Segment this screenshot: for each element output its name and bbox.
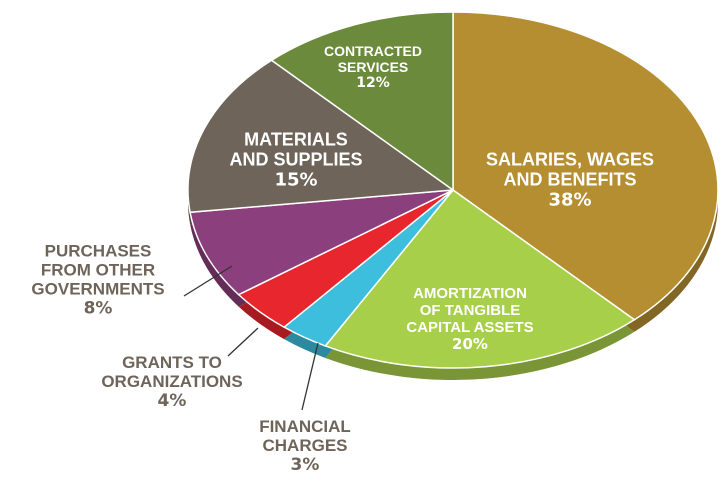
value-label: 12%: [356, 75, 390, 92]
category-label: GRANTS TO ORGANIZATIONS: [101, 352, 243, 391]
value-label: 38%: [548, 189, 592, 211]
slice: [270, 11, 454, 192]
category-label: CONTRACTED SERVICES: [324, 42, 422, 75]
slice-label: SALARIES, WAGES AND BENEFITS 38%: [486, 149, 654, 210]
value-label: 20%: [452, 335, 488, 354]
value-label: 8%: [83, 298, 113, 319]
value-label: 15%: [274, 169, 318, 191]
category-label: MATERIALS AND SUPPLIES: [229, 129, 363, 170]
category-label: PURCHASES FROM OTHER GOVERNMENTS: [31, 241, 165, 299]
value-label: 4%: [157, 391, 187, 412]
leader-line: [183, 265, 233, 297]
slice-label: PURCHASES FROM OTHER GOVERNMENTS 8%: [31, 241, 164, 318]
slice-label: FINANCIAL CHARGES 3%: [259, 417, 351, 475]
category-label: SALARIES, WAGES AND BENEFITS: [485, 149, 655, 190]
slice-label: GRANTS TO ORGANIZATIONS 4%: [101, 353, 242, 411]
slice-label: MATERIALS AND SUPPLIES 15%: [229, 129, 362, 190]
leader-line: [227, 327, 259, 357]
slice-label: AMORTIZATION OF TANGIBLE CAPITAL ASSETS 20%: [406, 284, 534, 354]
leader-line: [301, 342, 319, 411]
slice: [324, 188, 636, 369]
slice: [189, 189, 454, 296]
slice: [187, 59, 456, 214]
slice: [452, 11, 719, 321]
category-label: FINANCIAL CHARGES: [259, 416, 351, 455]
slice-label: CONTRACTED SERVICES 12%: [324, 42, 422, 92]
value-label: 3%: [290, 455, 320, 476]
category-label: AMORTIZATION OF TANGIBLE CAPITAL ASSETS: [406, 284, 534, 336]
